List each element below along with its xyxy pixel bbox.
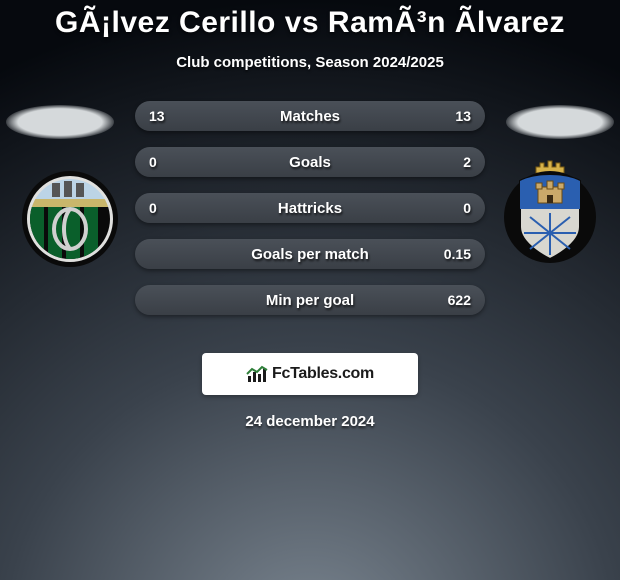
stat-label: Hattricks [135, 193, 485, 223]
stat-value-left: 0 [149, 147, 157, 177]
stat-label: Matches [135, 101, 485, 131]
stat-value-right: 2 [463, 147, 471, 177]
stat-row: Goals per match0.15 [135, 239, 485, 269]
brand-text: FcTables.com [272, 365, 374, 383]
stat-value-right: 622 [448, 285, 471, 315]
date-label: 24 december 2024 [0, 413, 620, 430]
stat-row: Matches13 13 [135, 101, 485, 131]
stat-label: Min per goal [135, 285, 485, 315]
stat-value-right: 0.15 [444, 239, 471, 269]
stat-label: Goals per match [135, 239, 485, 269]
stat-value-left: 0 [149, 193, 157, 223]
comparison-arena: Matches1313Goals02Hattricks00Goals per m… [0, 101, 620, 341]
stat-row: Goals0 2 [135, 147, 485, 177]
stat-rows: Matches1313Goals02Hattricks00Goals per m… [135, 101, 485, 331]
stat-label: Goals [135, 147, 485, 177]
spotlight-ellipse-left [6, 105, 114, 139]
club-badge-right [500, 169, 600, 269]
stat-row: Hattricks0 0 [135, 193, 485, 223]
page-subtitle: Club competitions, Season 2024/2025 [0, 54, 620, 71]
spotlight-ellipse-right [506, 105, 614, 139]
stat-value-right: 13 [455, 101, 471, 131]
club-badge-left [20, 169, 120, 269]
stat-row: Min per goal622 [135, 285, 485, 315]
stat-value-right: 0 [463, 193, 471, 223]
brand-chart-icon [246, 365, 268, 383]
brand-box: FcTables.com [202, 353, 418, 395]
stat-value-left: 13 [149, 101, 165, 131]
page-title: GÃ¡lvez Cerillo vs RamÃ³n Ãlvarez [0, 0, 620, 40]
